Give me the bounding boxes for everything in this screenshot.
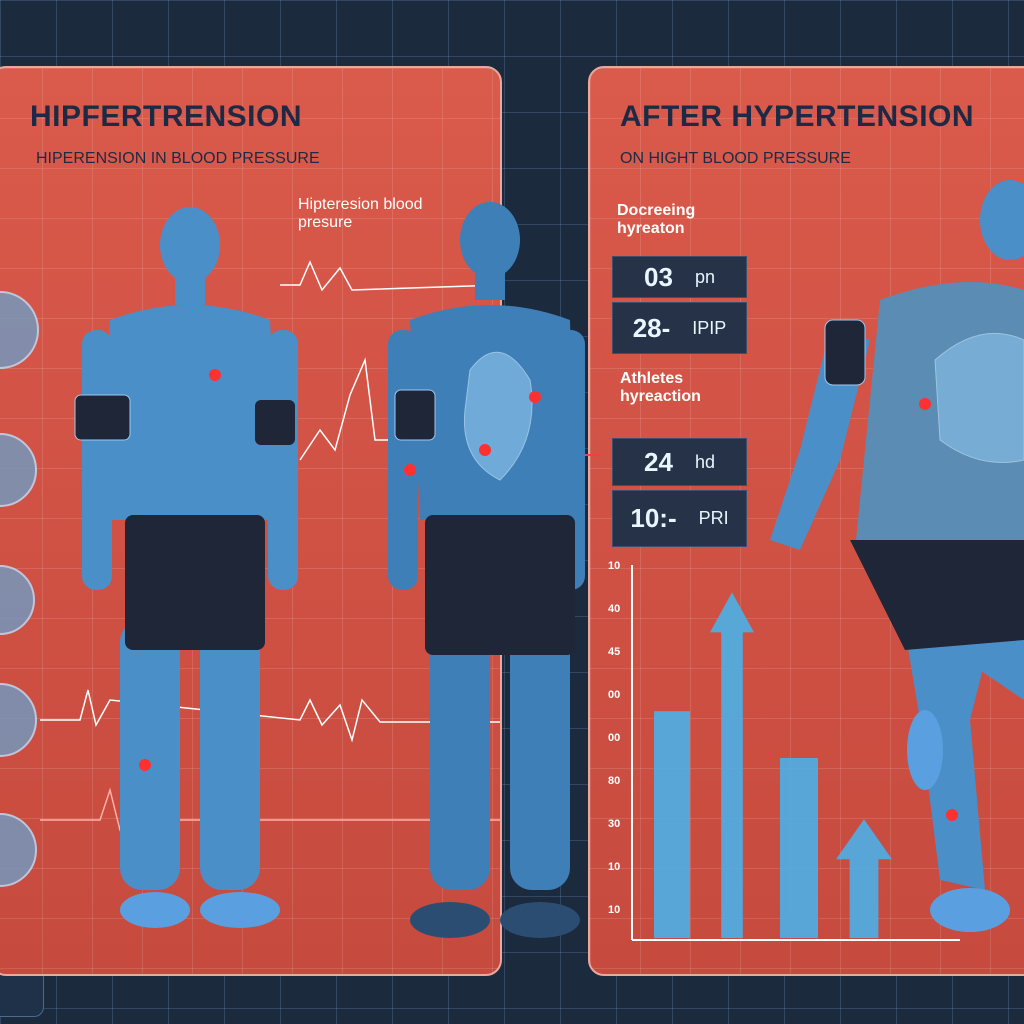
y-tick-label: 45 (608, 646, 621, 658)
gauge-icons (0, 291, 39, 887)
ecg-line (280, 260, 501, 292)
left-title: HIPFERTRENSION (30, 100, 303, 133)
stat-box: 24 hd (612, 438, 747, 486)
arrow-bar (836, 819, 892, 938)
section1-label: Docreeing hyreaton (617, 202, 696, 237)
bp-cuff (394, 389, 436, 441)
y-tick-label: 00 (608, 732, 621, 744)
bp-cuff (74, 394, 131, 441)
ecg-line (40, 787, 500, 832)
pulse-points (139, 369, 958, 821)
ecg-line (40, 689, 500, 743)
right-title: AFTER HYPERTENSION (620, 100, 975, 133)
stat-box: 03 pn (612, 256, 747, 298)
stat-value: 28- (632, 312, 671, 343)
stat-unit: PRI (698, 508, 729, 528)
left-annotation: Hipteresion blood presure (298, 196, 423, 231)
bar (780, 758, 818, 938)
stat-value: 03 (644, 261, 673, 292)
shorts (125, 515, 265, 650)
bar (654, 711, 690, 938)
y-tick-label: 40 (608, 603, 621, 615)
left-subtitle: Hiperension in blood pressure (36, 150, 320, 167)
bp-cuff (824, 319, 866, 386)
y-tick-label: 10 (608, 861, 621, 873)
stat-box: 28- IPIP (612, 302, 747, 354)
y-tick-label: 10 (608, 560, 621, 572)
section2-label: Athletes hyreaction (620, 370, 701, 405)
stat-unit: IPIP (692, 317, 727, 338)
stat-value: 24 (644, 446, 673, 477)
shorts (850, 540, 1024, 650)
ecg-line (299, 357, 390, 461)
bp-cuff (255, 400, 295, 445)
y-tick-label: 30 (608, 818, 621, 830)
y-tick-label: 80 (608, 775, 621, 787)
stat-unit: hd (694, 451, 715, 472)
stat-box: 10:- PRI (612, 490, 747, 547)
y-tick-label: 00 (608, 689, 621, 701)
bar-chart (631, 565, 960, 941)
heart-icon (934, 332, 1024, 463)
right-subtitle: On hight blood pressure (620, 150, 851, 167)
stat-unit: pn (694, 266, 715, 287)
stat-value: 10:- (630, 503, 677, 533)
athlete-figure-1 (82, 207, 298, 928)
arrow-bar (710, 592, 754, 938)
shorts (425, 515, 575, 655)
y-tick-label: 10 (608, 904, 621, 916)
